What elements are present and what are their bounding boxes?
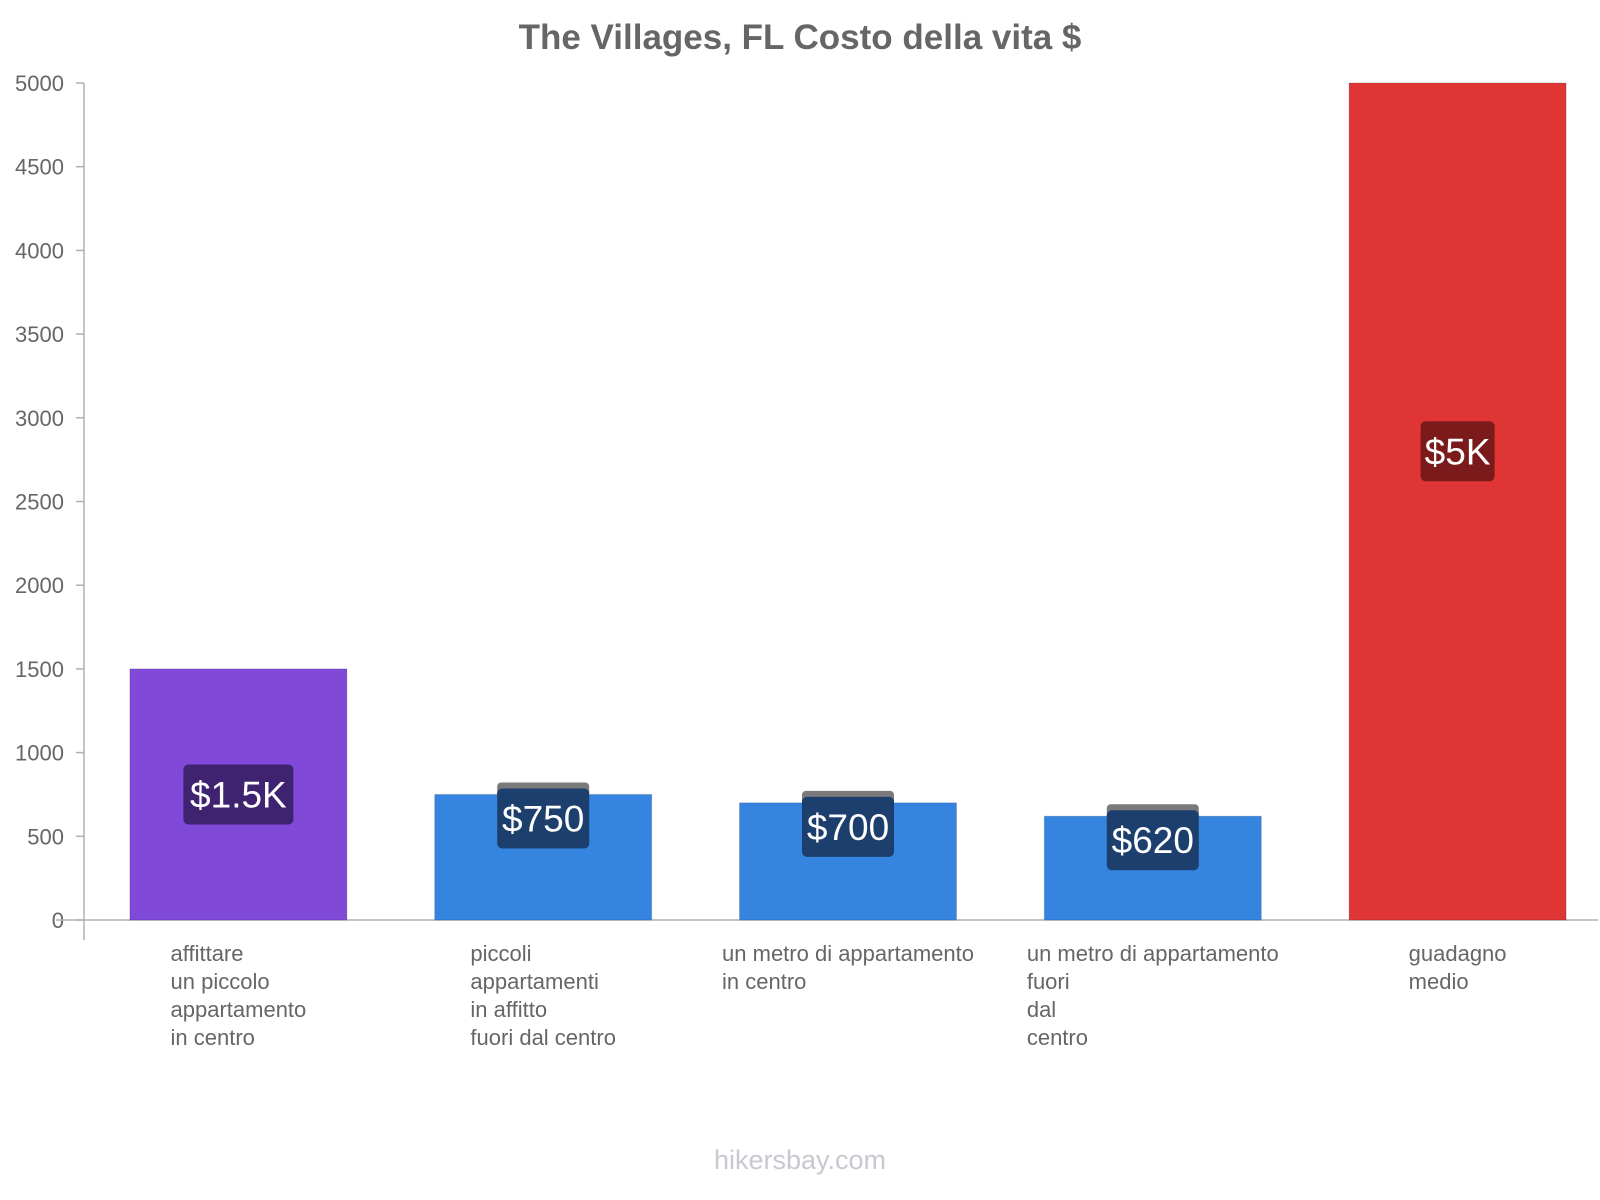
y-tick-label: 3500 xyxy=(15,322,64,347)
category-label: un metro di appartamento fuori dal centr… xyxy=(1026,941,1279,1050)
y-tick-label: 5000 xyxy=(15,71,64,96)
y-tick-label: 2500 xyxy=(15,490,64,515)
data-label: $620 xyxy=(1112,820,1194,861)
y-tick-label: 3000 xyxy=(15,406,64,431)
data-label-box xyxy=(497,788,590,849)
chart-title: The Villages, FL Costo della vita $ xyxy=(518,18,1082,57)
category-label: guadagno medio xyxy=(1408,941,1507,994)
y-tick-label: 500 xyxy=(27,824,64,849)
data-label: $700 xyxy=(807,807,889,848)
category-label: un metro di appartamento in centro xyxy=(722,941,974,994)
bar xyxy=(1348,82,1567,921)
category-label: piccoli appartamenti in affitto fuori da… xyxy=(470,941,616,1050)
data-label-box xyxy=(1420,421,1495,482)
y-tick-label: 2000 xyxy=(15,573,64,598)
data-labels: $1.5K $750 $700 $620 $5K xyxy=(183,421,1495,871)
y-tick-label: 4000 xyxy=(15,238,64,263)
data-label: $5K xyxy=(1425,431,1491,472)
data-label-box xyxy=(183,764,294,825)
y-tick-label: 1000 xyxy=(15,741,64,766)
y-tick-label: 4500 xyxy=(15,155,64,180)
data-label: $1.5K xyxy=(190,774,287,815)
data-label-box xyxy=(802,796,894,857)
category-label: affittare un piccolo appartamento in cen… xyxy=(170,941,307,1050)
watermark: hikersbay.com xyxy=(713,1145,887,1175)
bars xyxy=(129,82,1567,921)
data-label: $750 xyxy=(502,798,584,839)
data-label-box xyxy=(1106,810,1199,871)
y-tick-label: 1500 xyxy=(15,657,64,682)
